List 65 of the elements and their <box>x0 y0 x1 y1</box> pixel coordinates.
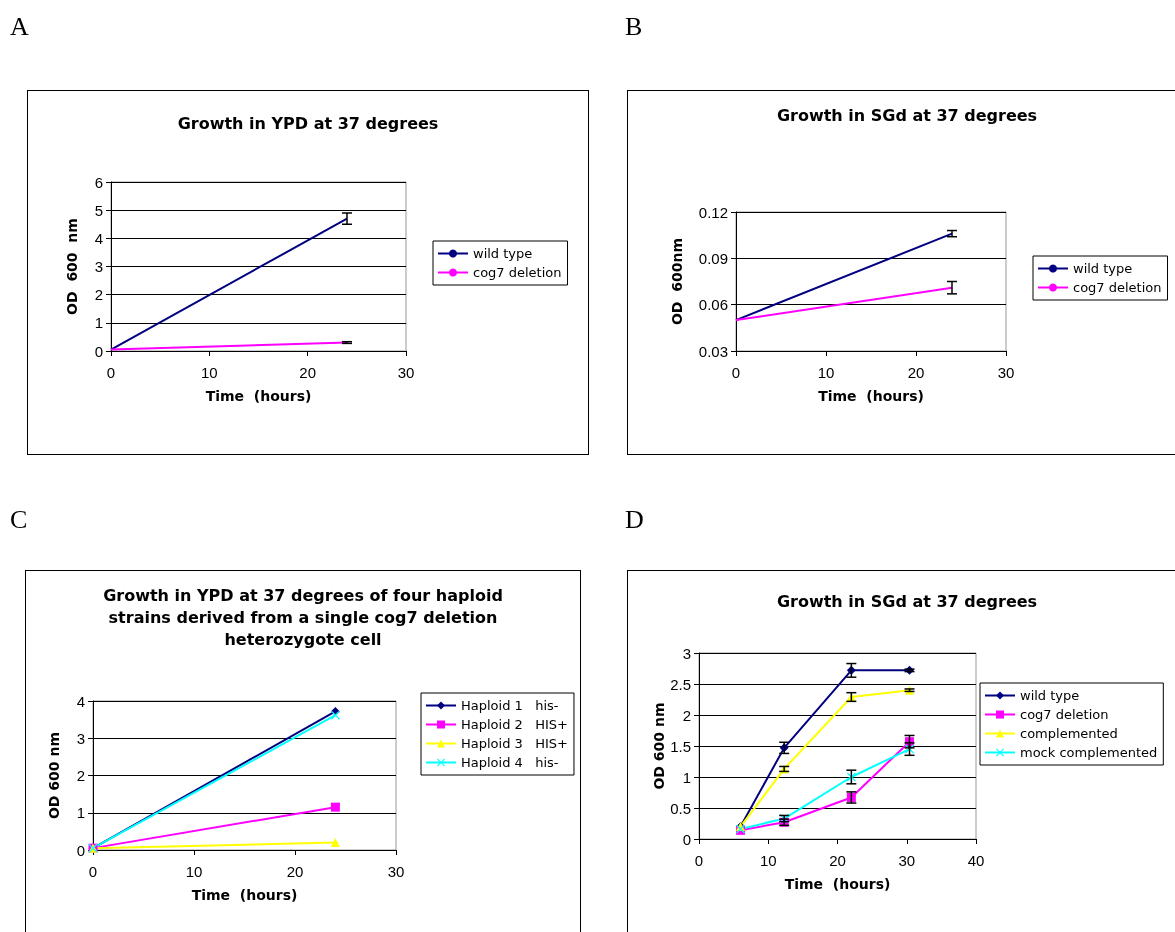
y-tick-label: 4 <box>94 229 103 247</box>
legend-label: cog7 deletion <box>1073 280 1162 295</box>
legend-label: cog7 deletion <box>473 265 562 280</box>
text: A <box>10 12 29 42</box>
y-tick-label: 0.12 <box>698 203 728 221</box>
chart-title: Growth in SGd at 37 degrees <box>776 105 1038 125</box>
text: B <box>625 12 643 42</box>
legend-label: cog7 deletion <box>1020 707 1109 722</box>
x-axis-title: Time (hours) <box>784 876 891 892</box>
x-tick-label: 30 <box>397 364 415 381</box>
y-axis-title: OD 600 nm <box>64 218 80 315</box>
x-tick-label: 0 <box>106 364 116 381</box>
y-tick-label: 1 <box>76 804 85 822</box>
x-tick-label: 0 <box>731 364 741 381</box>
legend-label: complemented <box>1020 726 1118 741</box>
x-tick-label: 20 <box>829 852 846 869</box>
x-tick-label: 20 <box>299 364 317 381</box>
y-tick-label: 0.09 <box>698 249 728 267</box>
x-tick-label: 10 <box>200 364 218 381</box>
y-tick-label: 0.06 <box>698 296 728 314</box>
y-axis-title: OD 600 nm <box>46 731 62 820</box>
y-tick-label: 1.5 <box>670 737 691 755</box>
x-tick-label: 30 <box>997 364 1015 381</box>
legend-label: Haploid 2 HIS+ <box>461 717 568 732</box>
y-tick-label: 0.5 <box>670 799 691 817</box>
y-tick-label: 2 <box>76 767 85 784</box>
chart-title: Growth in SGd at 37 degrees <box>776 591 1038 611</box>
y-tick-label: 3 <box>94 258 103 275</box>
x-tick-label: 10 <box>185 863 203 880</box>
y-axis-title: OD 600nm <box>669 237 685 326</box>
x-axis-title: Time (hours) <box>818 388 924 404</box>
legend-label: Haploid 1 his- <box>461 698 559 713</box>
y-tick-label: 3 <box>76 729 85 747</box>
x-tick-label: 10 <box>817 364 835 381</box>
y-tick-label: 3 <box>682 644 691 662</box>
chart-title: Growth in YPD at 37 degrees <box>177 113 439 133</box>
x-tick-label: 40 <box>967 852 985 869</box>
y-tick-label: 4 <box>76 692 85 710</box>
y-tick-label: 2 <box>94 286 103 304</box>
legend-label: Haploid 3 HIS+ <box>461 736 568 751</box>
x-axis-title: Time (hours) <box>191 887 298 903</box>
chart-title: Growth in YPD at 37 degrees of four haploid strains derived from a single cog7 deletion heterozygote cell <box>103 585 503 649</box>
y-tick-label: 5 <box>94 201 103 219</box>
y-tick-label: 0 <box>682 830 691 848</box>
x-tick-label: 30 <box>898 852 916 869</box>
y-axis-title: OD 600 nm <box>651 702 668 790</box>
legend-label: wild type <box>1073 261 1133 276</box>
legend-label: mock complemented <box>1020 745 1158 760</box>
x-tick-label: 30 <box>387 863 405 880</box>
y-tick-label: 1 <box>94 314 103 332</box>
y-tick-label: 0.03 <box>698 342 728 360</box>
x-axis-title: Time (hours) <box>205 388 312 404</box>
y-tick-label: 6 <box>94 173 103 191</box>
y-tick-label: 2.5 <box>670 675 691 693</box>
y-tick-label: 2 <box>682 706 691 724</box>
legend-label: wild type <box>1020 688 1080 703</box>
text: C <box>10 505 28 535</box>
legend-label: wild type <box>473 246 533 261</box>
x-tick-label: 20 <box>907 364 925 381</box>
legend-label: Haploid 4 his- <box>461 755 559 770</box>
y-tick-label: 1 <box>682 768 691 786</box>
x-tick-label: 20 <box>286 863 304 880</box>
text: D <box>625 505 644 535</box>
y-tick-label: 0 <box>94 342 103 360</box>
x-tick-label: 10 <box>759 852 777 869</box>
